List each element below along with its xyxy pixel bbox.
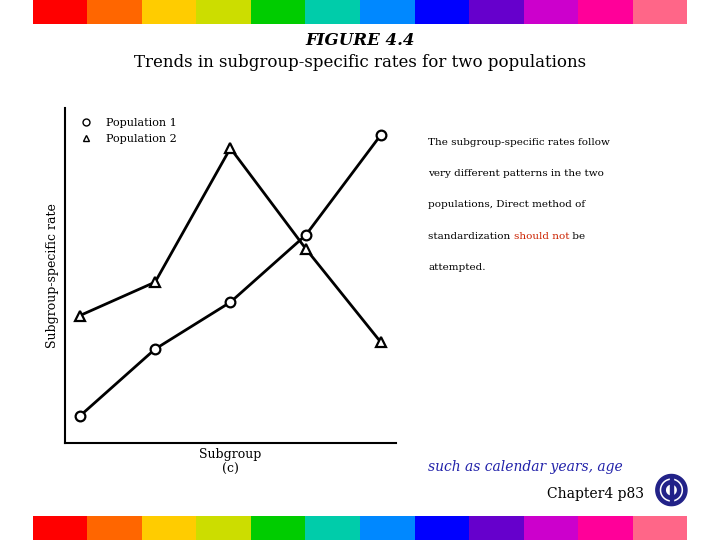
Bar <box>87 0 142 24</box>
Bar <box>305 0 360 24</box>
Bar <box>469 516 523 540</box>
Bar <box>633 516 688 540</box>
Bar <box>415 0 469 24</box>
Text: Trends in subgroup-specific rates for two populations: Trends in subgroup-specific rates for tw… <box>134 53 586 71</box>
Bar <box>578 0 633 24</box>
Legend: Population 1, Population 2: Population 1, Population 2 <box>71 113 181 148</box>
Y-axis label: Subgroup-specific rate: Subgroup-specific rate <box>46 203 59 348</box>
Text: attempted.: attempted. <box>428 263 486 272</box>
Bar <box>32 516 87 540</box>
Bar <box>523 516 578 540</box>
Bar <box>142 516 197 540</box>
Text: should not: should not <box>514 232 570 241</box>
Bar <box>251 516 305 540</box>
Text: The subgroup-specific rates follow: The subgroup-specific rates follow <box>428 138 611 147</box>
Bar <box>87 516 142 540</box>
Text: populations, Direct method of: populations, Direct method of <box>428 200 585 210</box>
Polygon shape <box>666 484 677 496</box>
Bar <box>197 0 251 24</box>
Bar <box>305 516 360 540</box>
Bar <box>415 516 469 540</box>
Bar <box>142 0 197 24</box>
Text: standardization: standardization <box>428 232 514 241</box>
Bar <box>360 0 415 24</box>
Bar <box>578 516 633 540</box>
Polygon shape <box>656 475 687 505</box>
Bar <box>251 0 305 24</box>
Bar <box>633 0 688 24</box>
Bar <box>360 516 415 540</box>
Text: very different patterns in the two: very different patterns in the two <box>428 169 604 178</box>
X-axis label: Subgroup
(c): Subgroup (c) <box>199 448 261 476</box>
Bar <box>32 0 87 24</box>
Polygon shape <box>661 480 682 500</box>
Text: FIGURE 4.4: FIGURE 4.4 <box>305 32 415 49</box>
Text: be: be <box>570 232 585 241</box>
Polygon shape <box>660 478 683 502</box>
Text: Chapter4 p83: Chapter4 p83 <box>547 487 644 501</box>
Bar <box>197 516 251 540</box>
Text: such as calendar years, age: such as calendar years, age <box>428 460 623 474</box>
Bar <box>523 0 578 24</box>
Bar <box>469 0 523 24</box>
